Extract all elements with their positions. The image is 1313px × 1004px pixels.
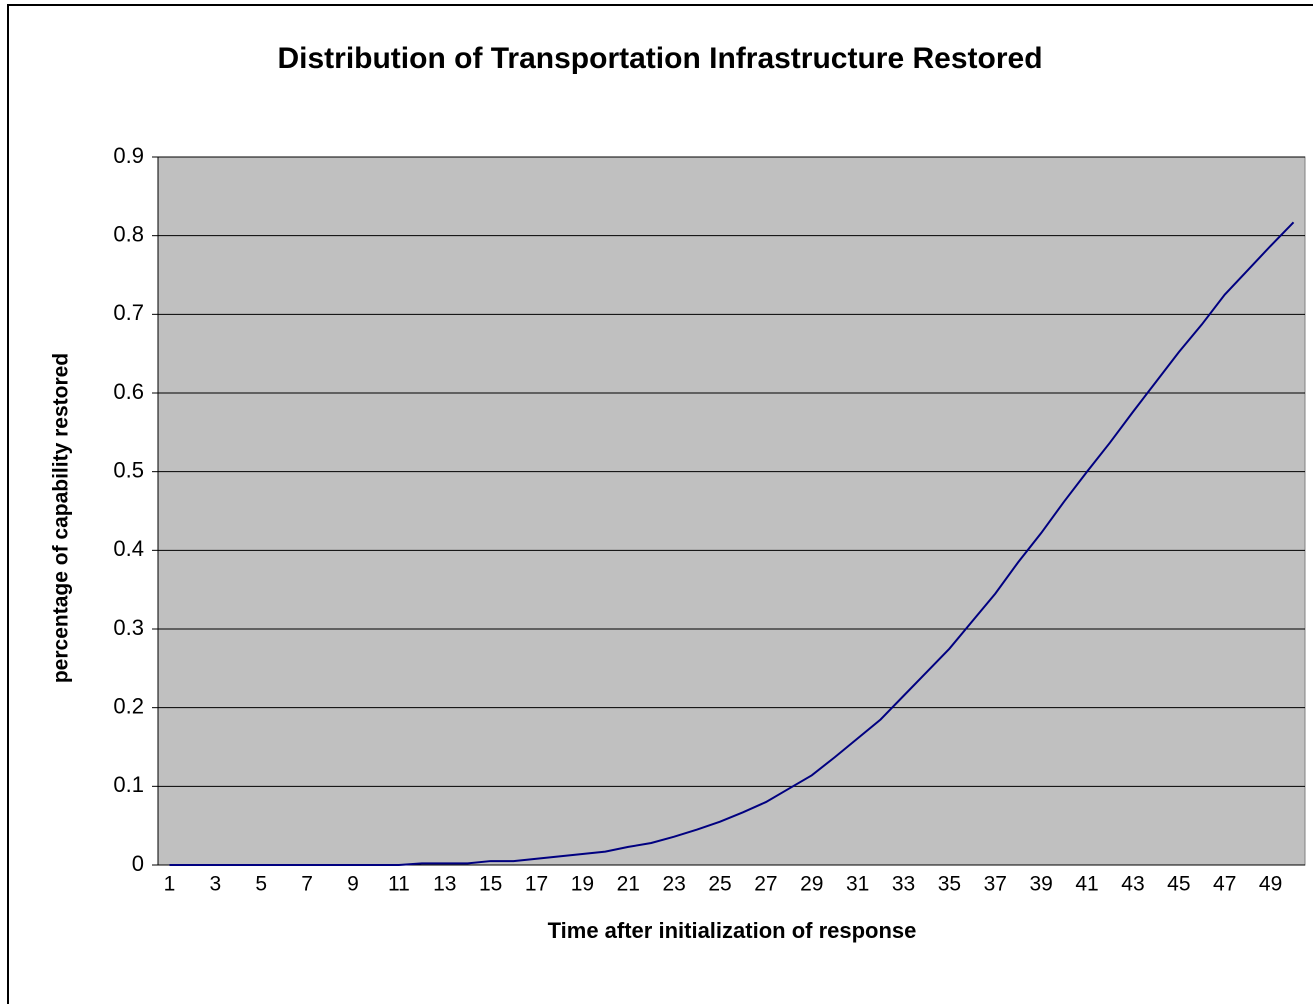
data-line (169, 221, 1295, 866)
y-tick-label: 0.3 (113, 615, 144, 640)
x-tick-label: 9 (347, 873, 359, 896)
y-tick-label: 0.9 (113, 143, 144, 168)
y-tick-label: 0.7 (113, 300, 144, 325)
y-tick-label: 0.5 (113, 457, 144, 482)
x-tick-label: 29 (800, 873, 823, 896)
x-tick-label: 47 (1213, 873, 1236, 896)
x-tick-label: 39 (1030, 873, 1053, 896)
x-tick-label: 5 (255, 873, 267, 896)
chart-title: Distribution of Transportation Infrastru… (277, 42, 1042, 75)
x-tick-label: 11 (388, 873, 410, 896)
y-tick-label: 0.2 (113, 693, 144, 718)
y-tick-label: 0.6 (113, 379, 144, 404)
x-tick-label: 43 (1121, 873, 1144, 896)
x-tick-label: 33 (892, 873, 915, 896)
plot-area (157, 156, 1306, 866)
x-tick-label: 1 (164, 873, 176, 896)
x-tick-label: 7 (301, 873, 313, 896)
x-tick-label: 19 (571, 873, 594, 896)
y-tick-label: 0.4 (113, 536, 144, 561)
y-tick-label: 0.8 (113, 221, 144, 246)
x-tick-label: 17 (525, 873, 548, 896)
x-tick-label: 37 (984, 873, 1007, 896)
x-tick-label: 31 (846, 873, 869, 896)
x-tick-label: 21 (617, 873, 640, 896)
x-tick-label: 23 (662, 873, 685, 896)
x-tick-label: 41 (1075, 873, 1098, 896)
x-tick-label: 49 (1259, 873, 1282, 896)
x-axis-title: Time after initialization of response (548, 918, 917, 943)
x-tick-label: 15 (479, 873, 502, 896)
x-tick-label: 25 (708, 873, 731, 896)
y-tick-label: 0.1 (113, 772, 144, 797)
y-axis-title: percentage of capability restored (50, 353, 73, 683)
x-tick-label: 27 (754, 873, 777, 896)
x-tick-label: 3 (210, 873, 222, 896)
x-tick-label: 45 (1167, 873, 1190, 896)
x-tick-label: 35 (938, 873, 961, 896)
y-tick-label: 0 (132, 851, 144, 876)
x-tick-label: 13 (433, 873, 456, 896)
